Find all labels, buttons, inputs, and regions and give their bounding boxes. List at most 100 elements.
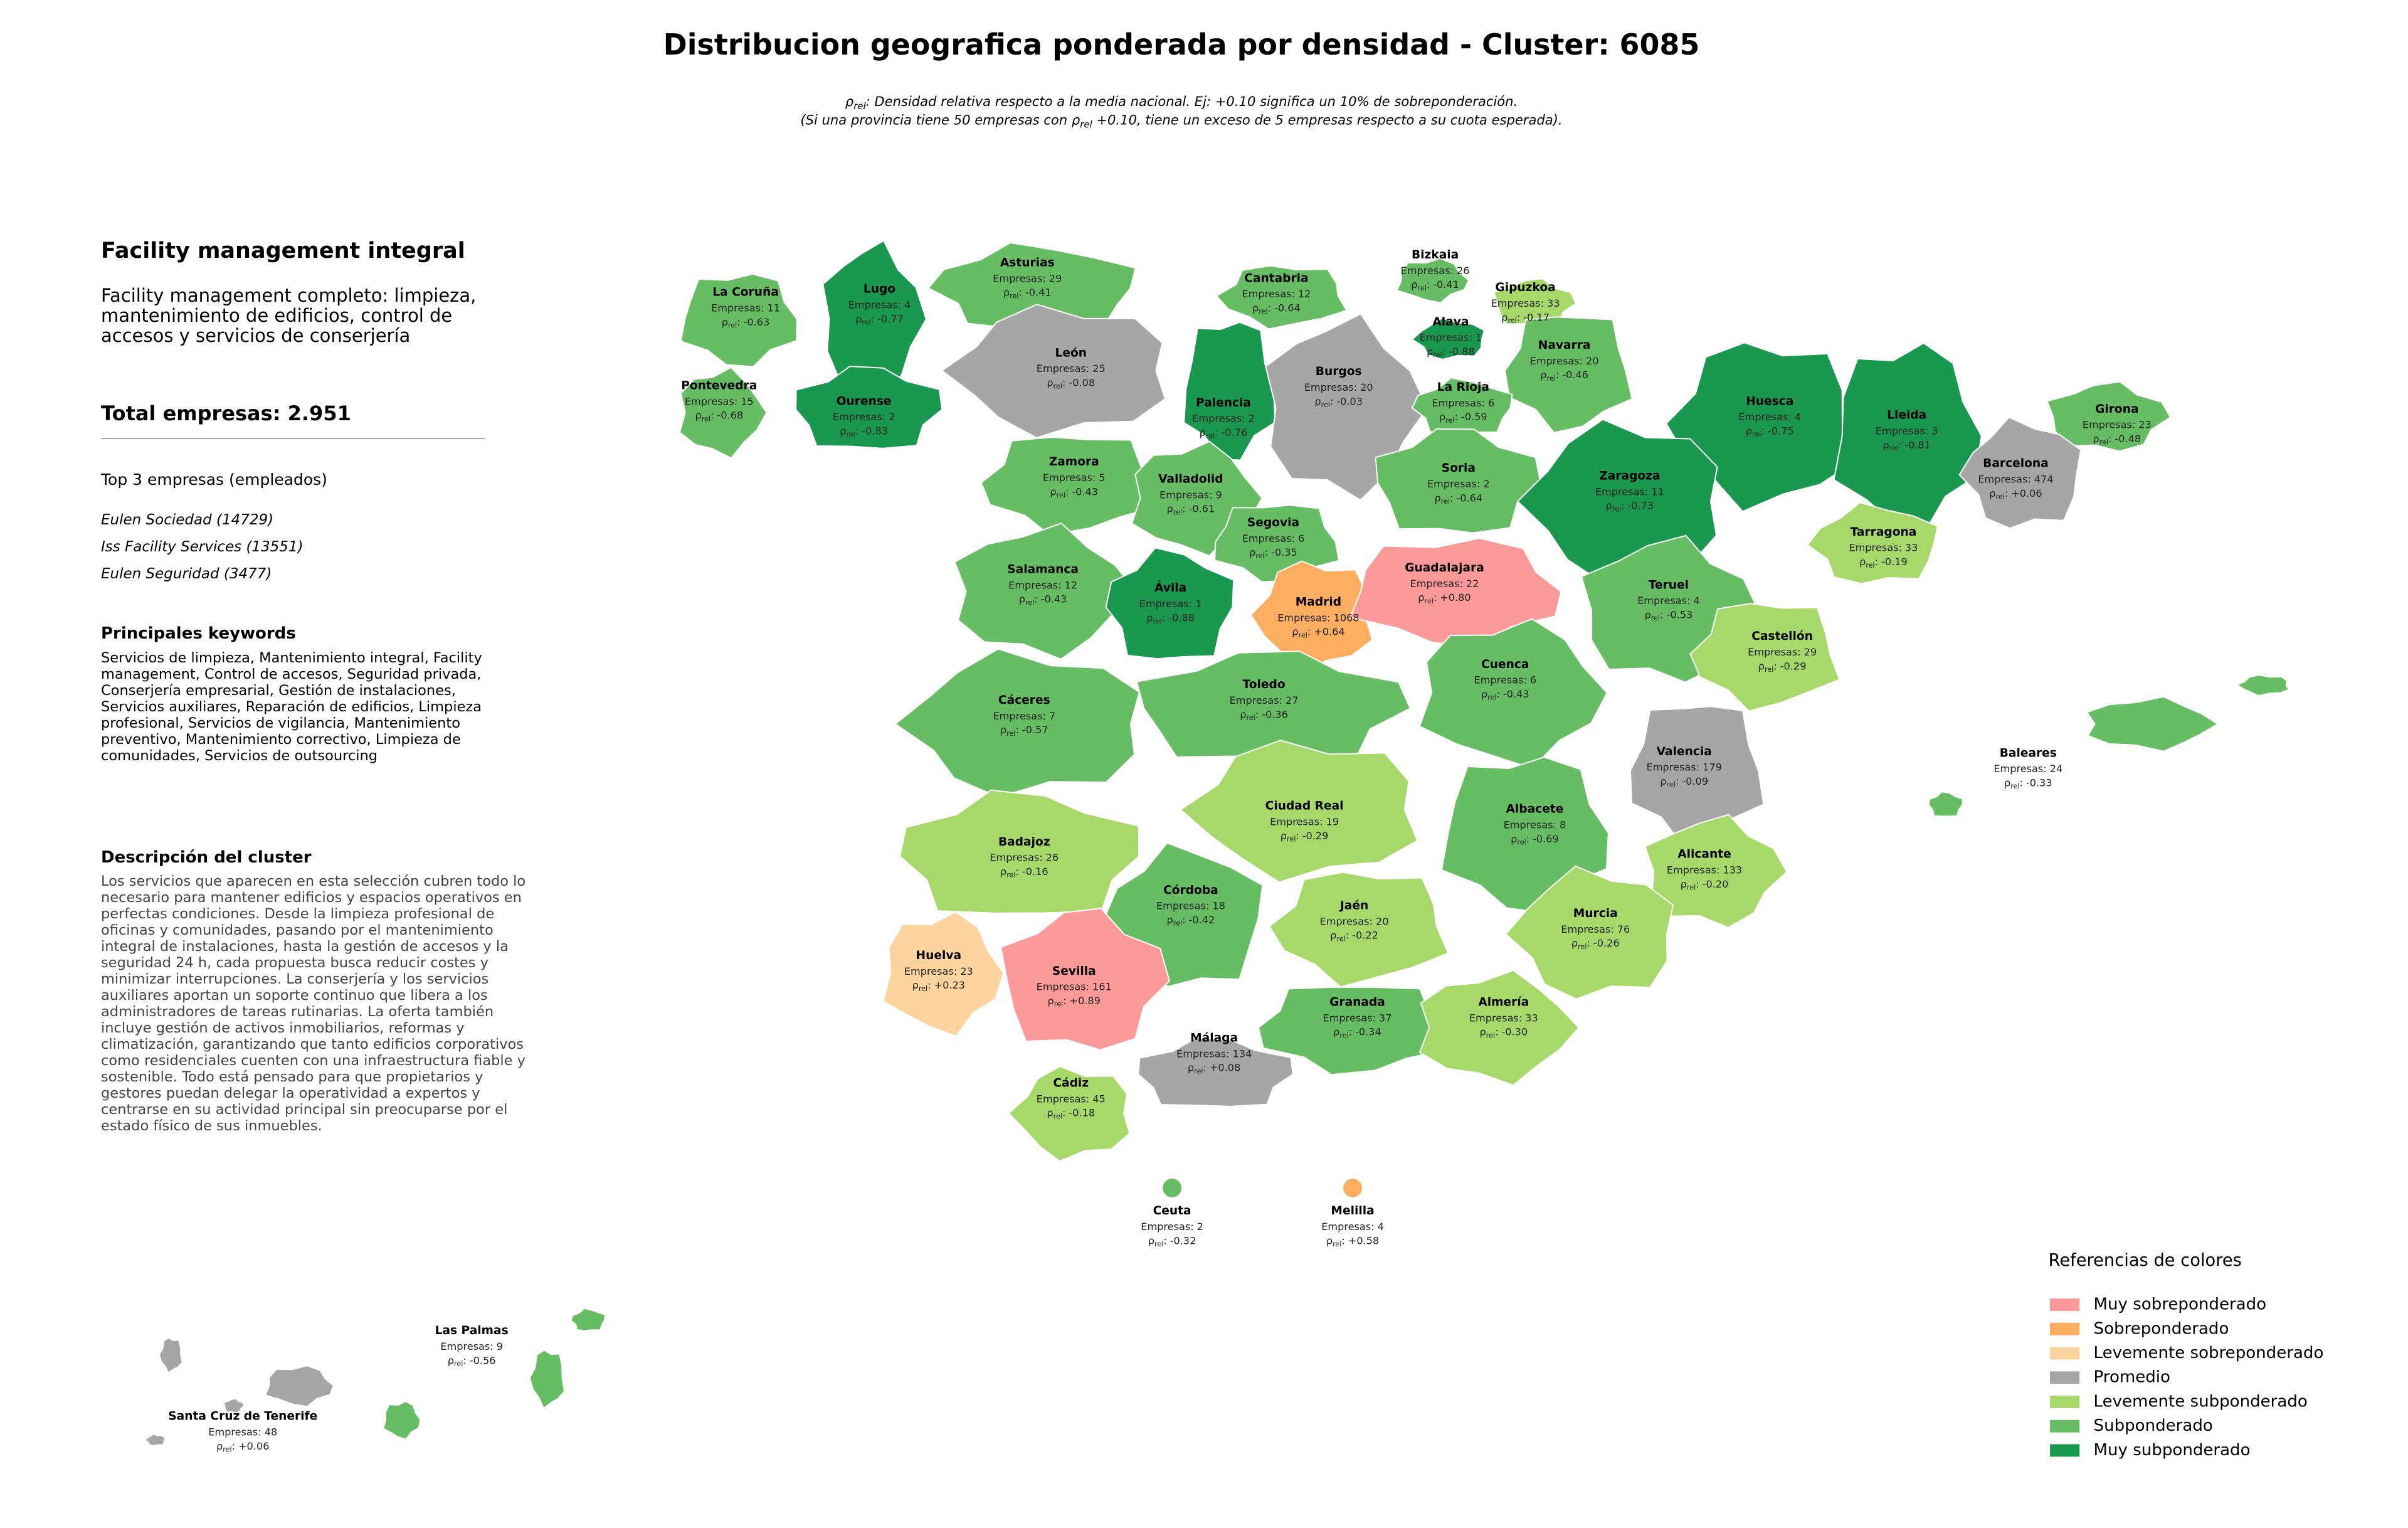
province-rho: ρrel: -0.03 bbox=[1314, 395, 1363, 409]
rho-symbol: ρ bbox=[1292, 626, 1298, 638]
province bbox=[795, 366, 943, 449]
province bbox=[1008, 1065, 1131, 1162]
province-name: Barcelona bbox=[1983, 457, 2049, 470]
rho-sep: : bbox=[1427, 279, 1430, 290]
rho-sub: rel bbox=[1487, 694, 1496, 702]
province-count: Empresas: 26 bbox=[990, 852, 1059, 864]
province-rho: ρrel: -0.42 bbox=[1167, 914, 1215, 928]
count-value: 134 bbox=[1232, 1048, 1252, 1059]
province-name: Cuenca bbox=[1481, 658, 1529, 671]
rho-sep: : bbox=[2108, 433, 2111, 445]
rho-sub: rel bbox=[1578, 943, 1587, 951]
province bbox=[1411, 317, 1486, 361]
province-rho: ρrel: -0.33 bbox=[2004, 777, 2052, 790]
rho-sep: : bbox=[2020, 777, 2023, 788]
count-label: Empresas: bbox=[1530, 355, 1583, 367]
rho-symbol: ρ bbox=[1758, 660, 1765, 672]
rho-value: -0.76 bbox=[1222, 427, 1248, 438]
province-name: Palencia bbox=[1196, 396, 1251, 410]
count-label: Empresas: bbox=[1637, 595, 1690, 607]
province-count: Empresas: 179 bbox=[1647, 761, 1722, 773]
count-value: 26 bbox=[1457, 265, 1470, 277]
count-value: 18 bbox=[1212, 900, 1225, 912]
count-value: 9 bbox=[497, 1340, 503, 1352]
count-label: Empresas: bbox=[685, 395, 737, 407]
province-count: Empresas: 6 bbox=[1432, 397, 1494, 409]
count-value: 22 bbox=[1466, 578, 1479, 590]
province-name: Baleares bbox=[2000, 746, 2057, 760]
top-list: Eulen Sociedad (14729) Iss Facility Serv… bbox=[101, 507, 502, 588]
count-value: 1068 bbox=[1334, 612, 1360, 623]
rho-value: -0.69 bbox=[1533, 833, 1559, 845]
province-count: Empresas: 27 bbox=[1230, 694, 1299, 706]
rho-sep: : bbox=[1034, 593, 1037, 605]
rho-symbol: ρ bbox=[1606, 500, 1612, 512]
rho-sep: : bbox=[1346, 930, 1349, 942]
rho-value: -0.17 bbox=[1523, 311, 1550, 323]
province-count: Empresas: 19 bbox=[1270, 816, 1339, 828]
rho-value: +0.06 bbox=[2011, 487, 2042, 499]
province-count: Empresas: 2 bbox=[1141, 1221, 1203, 1233]
province-name: Soria bbox=[1442, 462, 1476, 475]
province-rho: ρrel: -0.19 bbox=[1859, 556, 1908, 570]
rho-value: -0.73 bbox=[1627, 500, 1654, 512]
province-name: La Coruña bbox=[712, 286, 779, 299]
rho-symbol: ρ bbox=[1167, 914, 1173, 926]
province bbox=[1183, 321, 1276, 461]
count-label: Empresas: bbox=[1504, 819, 1556, 831]
rho-sub: rel bbox=[1445, 416, 1454, 425]
rho-value: -0.33 bbox=[2026, 777, 2052, 788]
rho-sub: rel bbox=[1194, 1067, 1203, 1075]
legend-title: Referencias de colores bbox=[2049, 1251, 2242, 1270]
count-label: Empresas: bbox=[1748, 646, 1800, 658]
rho-sub: rel bbox=[1173, 508, 1182, 516]
rho-sep: : bbox=[1497, 688, 1500, 700]
count-value: 33 bbox=[1905, 542, 1918, 554]
rho-value: +0.80 bbox=[1440, 592, 1471, 603]
province-name: Lleida bbox=[1887, 409, 1926, 422]
rho-sub: rel bbox=[1298, 631, 1307, 639]
count-label: Empresas: bbox=[1242, 533, 1295, 544]
count-label: Empresas: bbox=[1139, 598, 1192, 610]
rho-sub: rel bbox=[1866, 561, 1874, 570]
rho-value: -0.53 bbox=[1667, 608, 1693, 620]
rho-value: -0.75 bbox=[1768, 425, 1794, 437]
legend-swatch bbox=[2050, 1298, 2080, 1311]
rho-value: -0.63 bbox=[744, 316, 770, 328]
count-value: 161 bbox=[1092, 981, 1112, 993]
rho-sep: : bbox=[1062, 1107, 1065, 1119]
rho-symbol: ρ bbox=[1047, 377, 1053, 389]
rho-sub: rel bbox=[1517, 839, 1526, 847]
count-value: 6 bbox=[1298, 533, 1304, 544]
legend-label: Levemente sobreponderado bbox=[2094, 1344, 2324, 1362]
rho-symbol: ρ bbox=[448, 1354, 454, 1366]
rho-sep: : bbox=[1450, 492, 1453, 504]
rho-sub: rel bbox=[847, 430, 855, 438]
count-value: 1 bbox=[1195, 598, 1201, 610]
province bbox=[680, 273, 798, 368]
rho-value: +0.23 bbox=[934, 979, 965, 991]
province-count: Empresas: 22 bbox=[1410, 578, 1479, 590]
province-count: Empresas: 12 bbox=[1242, 288, 1311, 300]
rho-sub: rel bbox=[862, 319, 870, 327]
legend-label: Muy sobreponderado bbox=[2094, 1295, 2267, 1314]
count-label: Empresas: bbox=[1667, 864, 1719, 876]
rho-sep: : bbox=[1016, 724, 1019, 736]
count-label: Empresas: bbox=[1876, 425, 1928, 437]
rho-sep: : bbox=[1182, 914, 1185, 926]
province-rho: ρrel: -0.29 bbox=[1281, 830, 1329, 844]
province-name: Almería bbox=[1478, 995, 1529, 1009]
province-name: Ciudad Real bbox=[1265, 800, 1344, 813]
rho-symbol: ρ bbox=[1240, 708, 1246, 720]
rho-symbol: ρ bbox=[912, 979, 919, 991]
rho-sub: rel bbox=[1651, 614, 1660, 622]
rho-value: -0.64 bbox=[1274, 302, 1301, 314]
province-count: Empresas: 161 bbox=[1037, 981, 1112, 993]
count-value: 2 bbox=[1197, 1221, 1203, 1233]
legend-swatch bbox=[2050, 1419, 2080, 1433]
rho-sep: : bbox=[1761, 425, 1764, 437]
province-name: Huesca bbox=[1746, 395, 1793, 408]
rho-value: -0.46 bbox=[1562, 369, 1588, 381]
rho-sep: : bbox=[1203, 1062, 1207, 1074]
province-rho: ρrel: -0.29 bbox=[1758, 660, 1807, 674]
